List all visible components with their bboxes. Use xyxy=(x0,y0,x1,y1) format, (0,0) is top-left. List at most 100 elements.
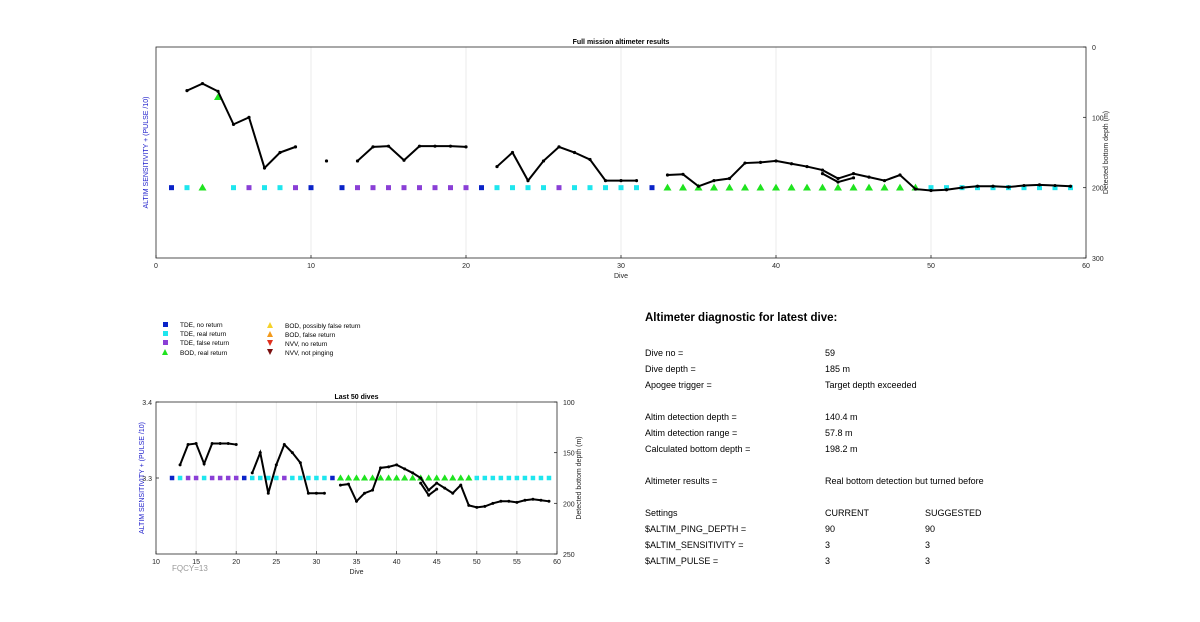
bottom-depth-point xyxy=(603,179,608,183)
bottom-depth-point xyxy=(210,442,214,446)
full-mission-chart: 0 10 20 30 40 50 60 0 100 200 300 Full mission alti… xyxy=(143,39,1110,280)
tde-false-return-marker xyxy=(432,185,438,191)
tde-real-return-marker xyxy=(231,185,236,191)
bottom-depth-point xyxy=(991,184,995,188)
apogee-trigger-value: Target depth exceeded xyxy=(825,380,917,390)
legend-item: TDE, real return xyxy=(160,331,226,338)
y2-tick-label: 200 xyxy=(1092,186,1104,193)
y-axis-label: ALTIM SENSITIVITY + (PULSE /10) xyxy=(139,422,146,534)
bottom-depth-point xyxy=(820,168,825,172)
bod-real-return-marker xyxy=(865,183,873,191)
bottom-depth-point xyxy=(774,159,778,163)
tde-real-return-marker xyxy=(506,475,512,481)
bottom-depth-point xyxy=(867,175,871,179)
tde-false-return-marker xyxy=(282,475,287,481)
x-tick-label: 20 xyxy=(462,263,470,270)
last-50-dives-chart: 10 15 20 25 30 35 40 45 50 55 60 100 150 200 250 3.4 3.3… xyxy=(139,394,583,576)
bottom-depth-point xyxy=(306,491,310,495)
bottom-depth-point xyxy=(202,462,206,466)
bottom-depth-point xyxy=(435,481,439,485)
bottom-depth-point xyxy=(338,483,342,487)
legend-item: TDE, no return xyxy=(160,322,223,329)
bottom-depth-point xyxy=(363,491,367,495)
bottom-depth-point xyxy=(805,164,809,169)
x-axis-label: Dive xyxy=(349,569,363,576)
fqcy-annotation: FQCY=13 xyxy=(172,564,208,573)
y2-axis-label: Detected bottom depth (m) xyxy=(576,436,583,519)
calculated-bottom-depth-label: Calculated bottom depth = xyxy=(645,444,751,454)
y2-tick-label: 100 xyxy=(563,400,575,407)
bod-real-return-marker xyxy=(741,183,749,191)
y2-tick-label: 0 xyxy=(1092,45,1096,52)
tde-real-return-marker xyxy=(184,185,190,191)
legend-label: TDE, no return xyxy=(180,322,223,329)
legend-label: BOD, false return xyxy=(285,332,336,339)
tde-false-return-marker xyxy=(448,185,453,191)
bottom-depth-point xyxy=(417,144,422,148)
tde-real-return-marker xyxy=(928,185,934,191)
bottom-depth-point xyxy=(274,463,278,467)
bod-real-return-marker xyxy=(896,183,904,191)
tde-real-return-marker xyxy=(1021,185,1027,191)
tde-false-return-marker xyxy=(370,185,376,191)
setting-current: 3 xyxy=(825,540,831,550)
apogee-trigger-label: Apogee trigger = xyxy=(645,380,712,390)
legend-symbol xyxy=(160,331,170,338)
bottom-depth-point xyxy=(1053,183,1057,188)
calculated-bottom-depth-value: 198.2 m xyxy=(825,444,858,454)
tde-real-return-marker xyxy=(494,185,500,191)
altim-detection-range-value: 57.8 m xyxy=(825,428,853,438)
bod-real-return-marker xyxy=(457,474,465,481)
bod-real-return-marker xyxy=(772,183,780,191)
tde-real-return-marker xyxy=(490,475,496,481)
bottom-depth-point xyxy=(712,179,716,183)
legend-symbol xyxy=(160,340,170,347)
x-tick-label: 40 xyxy=(772,263,780,270)
bottom-depth-point xyxy=(1006,185,1011,189)
bottom-depth-point xyxy=(266,491,270,495)
bod-real-return-marker xyxy=(710,183,718,191)
bod-real-return-marker xyxy=(344,474,353,481)
bottom-depth-point xyxy=(515,500,519,504)
setting-current: 90 xyxy=(825,524,836,534)
x-axis-label: Dive xyxy=(614,273,628,280)
triangle-up-marker-icon xyxy=(162,349,168,355)
bottom-depth-point xyxy=(526,179,530,183)
bottom-depth-point xyxy=(231,122,236,126)
tde-false-return-marker xyxy=(217,475,223,481)
bottom-depth-line xyxy=(186,82,296,170)
bod-real-return-marker xyxy=(425,474,433,481)
x-tick-label: 35 xyxy=(353,559,361,566)
tde-false-return-marker xyxy=(209,475,215,481)
bottom-depth-point xyxy=(510,150,515,155)
bod-real-return-marker xyxy=(880,183,889,191)
bottom-depth-point xyxy=(588,157,592,162)
bottom-depth-point xyxy=(459,483,463,487)
legend-item: NVV, not pinging xyxy=(265,349,333,357)
x-tick-label: 50 xyxy=(473,559,481,566)
bottom-depth-point xyxy=(435,487,439,491)
bottom-depth-point xyxy=(539,498,543,502)
tde-real-return-marker xyxy=(290,475,295,481)
bottom-depth-point xyxy=(507,499,511,503)
dive-depth-value: 185 m xyxy=(825,364,851,374)
tde-false-return-marker xyxy=(293,185,298,191)
square-marker-icon xyxy=(162,331,168,336)
bottom-depth-point xyxy=(433,144,437,148)
bod-real-return-marker xyxy=(336,474,345,481)
bottom-depth-point xyxy=(634,179,639,183)
x-tick-label: 0 xyxy=(154,263,158,270)
bottom-depth-point xyxy=(355,499,358,503)
tde-real-return-marker xyxy=(572,185,577,191)
bottom-depth-point xyxy=(200,81,205,86)
tde-real-return-marker xyxy=(266,475,271,481)
legend-label: TDE, real return xyxy=(180,331,227,338)
legend-label: TDE, false return xyxy=(180,340,230,347)
marker-legend: TDE, no return TDE, real return TDE, false… xyxy=(160,322,400,362)
bottom-depth-point xyxy=(402,158,406,162)
bottom-depth-point xyxy=(743,161,747,165)
bottom-depth-point xyxy=(290,451,294,455)
legend-symbol xyxy=(160,322,170,329)
x-tick-label: 60 xyxy=(1082,263,1090,270)
altim-detection-depth-value: 140.4 m xyxy=(825,412,858,422)
